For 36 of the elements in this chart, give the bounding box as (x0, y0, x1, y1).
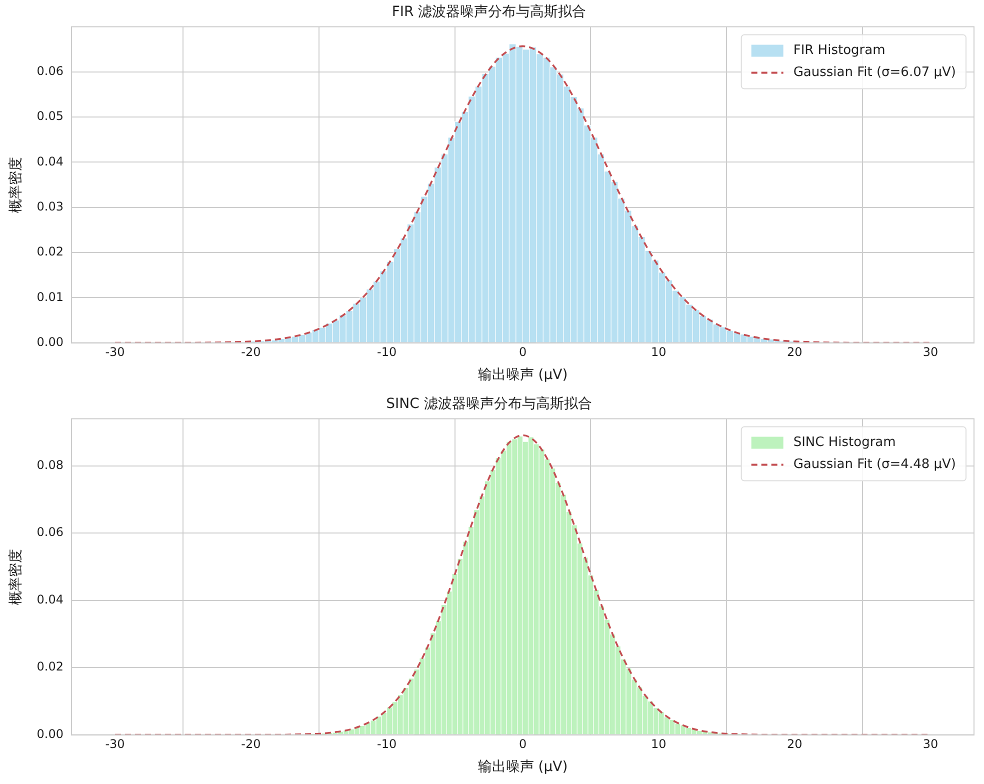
x-tick-label: 30 (922, 737, 938, 752)
x-tick-label: 0 (518, 737, 527, 752)
x-tick-label: 30 (922, 345, 938, 360)
y-tick-label: 0.00 (36, 334, 64, 349)
x-tick-label: -10 (377, 737, 397, 752)
x-tick-label: -20 (241, 345, 261, 360)
x-tick-label: 20 (786, 737, 802, 752)
y-tick-label: 0.05 (36, 109, 64, 124)
x-tick-label: -20 (241, 737, 261, 752)
y-tick-label: 0.02 (36, 244, 64, 259)
x-axis-title: 输出噪声 (μV) (478, 367, 568, 384)
y-tick-label: 0.02 (36, 660, 64, 674)
y-tick-label: 0.06 (36, 525, 64, 540)
x-tick-label: -10 (377, 345, 397, 360)
y-tick-label: 0.00 (36, 726, 64, 741)
x-tick-label: 10 (651, 737, 666, 752)
y-tick-label: 0.04 (36, 154, 64, 168)
y-tick-label: 0.04 (36, 592, 64, 606)
legend-label: Gaussian Fit (σ=6.07 μV) (793, 65, 956, 80)
y-axis-title: 概率密度 (8, 156, 24, 213)
chart-title: FIR 滤波器噪声分布与高斯拟合 (392, 4, 586, 20)
y-tick-label: 0.08 (36, 458, 64, 472)
x-tick-label: 20 (786, 345, 802, 360)
x-axis-title: 输出噪声 (μV) (478, 759, 568, 776)
y-tick-label: 0.06 (36, 64, 64, 78)
x-tick-label: 0 (518, 345, 527, 360)
x-tick-label: 10 (651, 345, 666, 360)
y-axis-title: 概率密度 (8, 548, 24, 605)
x-tick-label: -30 (105, 345, 125, 360)
legend-label: Gaussian Fit (σ=4.48 μV) (793, 457, 956, 472)
y-tick-label: 0.03 (36, 199, 64, 214)
chart-title: SINC 滤波器噪声分布与高斯拟合 (386, 396, 592, 412)
y-tick-label: 0.01 (36, 290, 64, 304)
legend-label: FIR Histogram (793, 43, 886, 58)
x-tick-label: -30 (105, 737, 125, 752)
legend-label: SINC Histogram (793, 435, 896, 450)
